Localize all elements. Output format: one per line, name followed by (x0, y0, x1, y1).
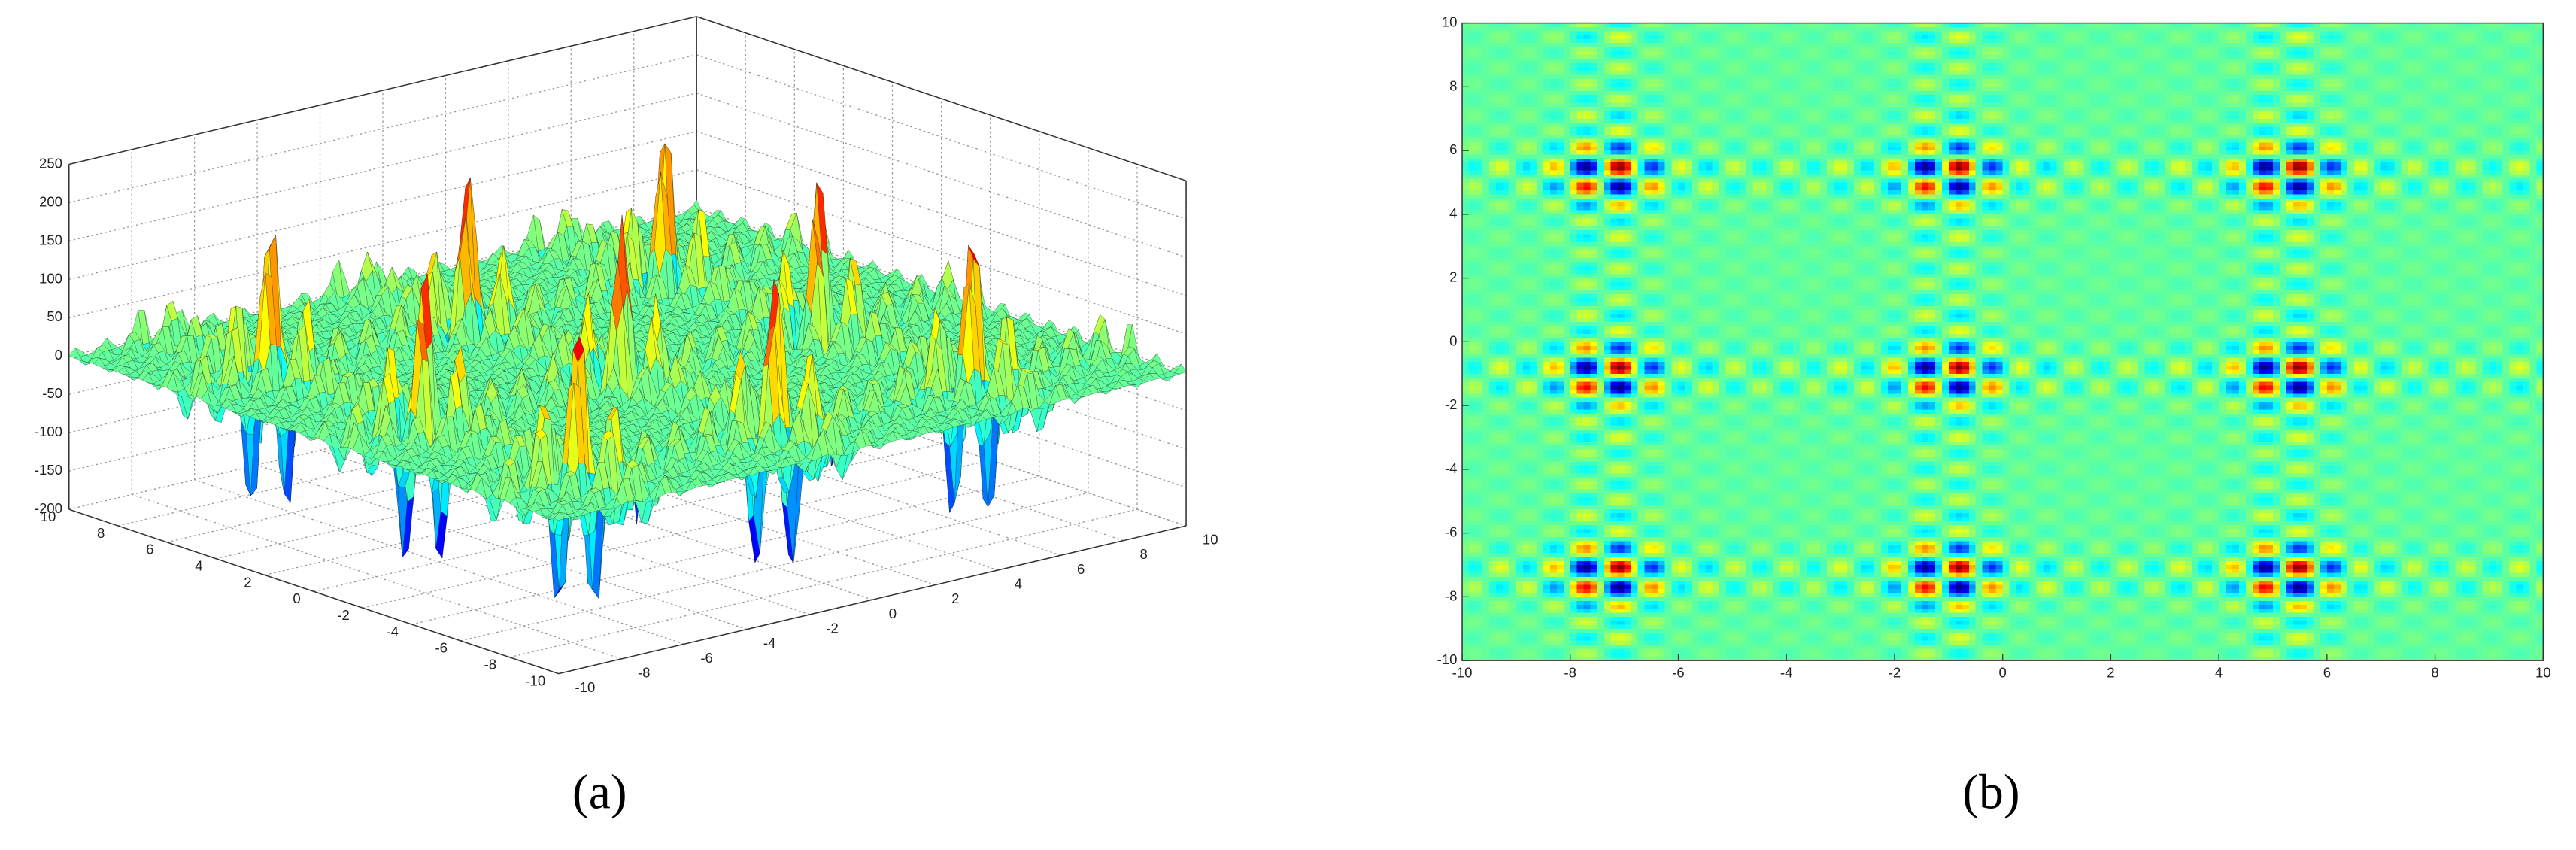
axis-edge (69, 509, 559, 673)
z-tick-label: 150 (39, 232, 62, 247)
y-tick-label: -2 (337, 607, 350, 623)
y-tick-label: 2 (244, 574, 251, 590)
z-tick-label: -150 (35, 462, 62, 478)
z-tick-label: 50 (47, 308, 62, 324)
x-tick-label: -2 (826, 621, 839, 636)
x-tick-label: -10 (575, 679, 596, 695)
z-tick-label: -100 (35, 423, 62, 439)
y-tick-label: 10 (41, 508, 56, 524)
x-tick-label: 10 (1203, 532, 1218, 548)
y-tick-label: 8 (97, 525, 105, 541)
figure: -2 0 0 -150 -100 -50 0 50 100 150 200 250 -10 -8 -6 -4 -… (0, 0, 2576, 850)
axis-edge (559, 526, 1186, 674)
axis-edge (696, 17, 1186, 181)
y-tick-label: -8 (484, 657, 497, 672)
x-tick-label: -6 (700, 650, 712, 666)
x-tick-label: -4 (763, 635, 776, 651)
y-tick-label: -10 (525, 672, 545, 688)
surface (69, 144, 1186, 599)
z-tick-label: 100 (39, 270, 62, 286)
y-tick-label: -6 (435, 640, 448, 656)
z-tick-label: -50 (42, 385, 62, 401)
x-tick-label: 8 (1139, 546, 1147, 562)
y-tick-label: 4 (195, 558, 202, 574)
z-tick-label: 250 (39, 155, 62, 171)
z-tick-label: 0 (55, 347, 62, 363)
x-tick-label: 2 (951, 590, 959, 606)
x-tick-label: 0 (889, 606, 897, 621)
x-tick-label: 6 (1077, 561, 1085, 577)
x-tick-label: -8 (638, 665, 651, 681)
z-tick-label: 200 (39, 193, 62, 209)
x-tick-label: 4 (1015, 576, 1022, 592)
page: {"chart_data": [ {"type": "surface", "xl… (0, 0, 2576, 850)
surface-chart: -2 0 0 -150 -100 -50 0 50 100 150 200 250 -10 -8 -6 -4 -… (35, 17, 1218, 695)
y-tick-label: 6 (146, 542, 153, 557)
axis-edge (69, 17, 696, 165)
y-tick-label: 0 (293, 590, 300, 606)
y-tick-label: -4 (386, 624, 399, 639)
